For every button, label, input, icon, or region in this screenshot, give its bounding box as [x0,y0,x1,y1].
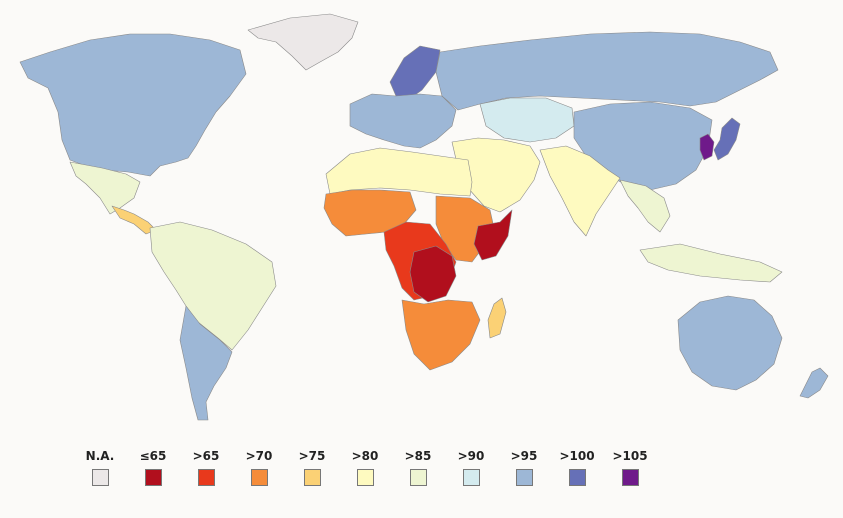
region-greenland [247,13,359,71]
region-australia [677,295,783,391]
legend-label: >65 [192,449,220,463]
legend-label: >75 [298,449,326,463]
legend-label: ≤65 [139,449,167,463]
legend-item-gt90: >90 [441,447,501,497]
legend-item-le65: ≤65 [123,447,183,497]
legend-item-gt80: >80 [335,447,395,497]
legend-swatch [356,469,374,486]
region-northern-europe [389,45,441,101]
legend-label: >105 [612,449,648,463]
region-central-america [111,205,157,235]
legend-label: >70 [245,449,273,463]
legend-label: >90 [457,449,485,463]
legend-label: >85 [404,449,432,463]
world-map [19,13,829,421]
legend-swatch [568,469,586,486]
legend-label: >95 [510,449,538,463]
region-horn-of-africa [473,209,513,261]
region-congo [409,245,457,303]
legend: N.A. ≤65 >65 >70 >75 >80 >85 >90 >95 >10… [70,447,770,497]
legend-swatch [621,469,639,486]
region-southern-africa [401,299,481,371]
region-europe [349,93,457,149]
region-mexico [69,161,141,215]
legend-swatch [250,469,268,486]
legend-item-gt65: >65 [176,447,236,497]
legend-swatch [91,469,109,486]
region-north-africa [325,147,473,197]
legend-swatch [303,469,321,486]
legend-item-gt85: >85 [388,447,448,497]
region-russia [435,31,779,111]
legend-item-gt105: >105 [600,447,660,497]
region-north-america [19,33,247,177]
legend-item-na: N.A. [70,447,130,497]
legend-item-gt95: >95 [494,447,554,497]
legend-swatch [462,469,480,486]
legend-item-gt70: >70 [229,447,289,497]
region-new-zealand [799,367,829,399]
region-southern-cone [179,305,233,421]
legend-label: >100 [559,449,595,463]
legend-swatch [409,469,427,486]
legend-label: >80 [351,449,379,463]
legend-swatch [144,469,162,486]
region-korea [699,133,715,161]
legend-item-gt100: >100 [547,447,607,497]
region-south-america [149,221,277,351]
region-madagascar [487,297,507,339]
legend-item-gt75: >75 [282,447,342,497]
region-southeast-asia [619,179,783,283]
legend-label: N.A. [85,449,115,463]
region-south-asia [539,145,621,237]
region-central-asia [479,97,575,143]
legend-swatch [515,469,533,486]
region-japan [713,117,741,161]
legend-swatch [197,469,215,486]
